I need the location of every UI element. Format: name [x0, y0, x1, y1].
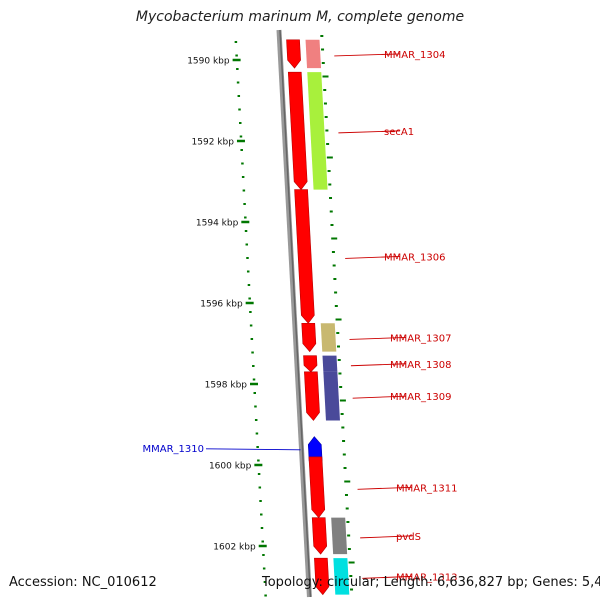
cog-block-MMAR_1304: [305, 39, 322, 69]
gene-arrow-pvdS: [311, 517, 328, 555]
scale-tick-label: 1602 kbp: [213, 543, 256, 553]
cog-block-secA1: [307, 72, 328, 190]
scale-tick-label: 1600 kbp: [209, 462, 252, 472]
gene-label-MMAR_1313: MMAR_1313: [396, 572, 458, 583]
gene-label-MMAR_1308: MMAR_1308: [390, 360, 452, 371]
accession-text: Accession: NC_010612: [9, 575, 157, 590]
gene-leader-pvdS: [360, 535, 413, 539]
scale-tick-label: 1598 kbp: [205, 381, 248, 391]
gene-arrow-MMAR_1311: [308, 456, 326, 519]
gene-leader-MMAR_1308: [350, 363, 407, 367]
cog-block-pvdS: [331, 517, 348, 555]
cog-block-MMAR_1313: [333, 558, 350, 595]
gene-leader-MMAR_1304: [334, 53, 401, 57]
gene-label-secA1: secA1: [384, 127, 414, 138]
scale-tick-label: 1590 kbp: [187, 57, 230, 67]
gene-label-MMAR_1311: MMAR_1311: [396, 483, 458, 494]
backbone-line: [276, 29, 312, 598]
gene-arrow-MMAR_1309: [304, 371, 320, 421]
gene-leader-MMAR_1306: [345, 255, 401, 259]
gene-leader-secA1: [338, 130, 401, 134]
gene-leader-MMAR_1309: [352, 395, 407, 399]
scale-tick-label: 1592 kbp: [192, 138, 235, 148]
gene-leader-MMAR_1313: [362, 575, 413, 579]
gene-leader-MMAR_1311: [357, 486, 413, 490]
cog-block-MMAR_1309: [323, 371, 340, 421]
gene-arrow-secA1: [287, 71, 308, 191]
map-title: Mycobacterium marinum M, complete genome: [135, 9, 465, 25]
backbone-line-inner: [279, 29, 312, 598]
gene-label-MMAR_1309: MMAR_1309: [390, 392, 452, 403]
gene-arrow-MMAR_1307: [301, 322, 317, 353]
gene-label-MMAR_1310: MMAR_1310: [143, 444, 205, 455]
scale-tick-label: 1594 kbp: [196, 219, 239, 229]
gene-arrow-MMAR_1308: [303, 355, 318, 373]
scale-tick-label: 1596 kbp: [200, 300, 243, 310]
gene-arrow-MMAR_1304: [286, 39, 301, 69]
gene-label-pvdS: pvdS: [396, 532, 421, 543]
gene-leader-MMAR_1307: [349, 336, 407, 340]
gene-label-MMAR_1306: MMAR_1306: [384, 252, 446, 263]
gene-label-MMAR_1307: MMAR_1307: [390, 333, 452, 344]
cog-block-MMAR_1308: [322, 355, 338, 372]
gene-label-MMAR_1304: MMAR_1304: [384, 50, 446, 61]
gene-leader-MMAR_1310: [205, 448, 301, 451]
gene-arrow-MMAR_1313: [314, 557, 330, 596]
topology-summary: Topology: circular; Length: 6,636,827 bp…: [262, 575, 600, 590]
gene-arrow-MMAR_1306: [294, 189, 315, 324]
cog-block-MMAR_1307: [320, 323, 337, 352]
